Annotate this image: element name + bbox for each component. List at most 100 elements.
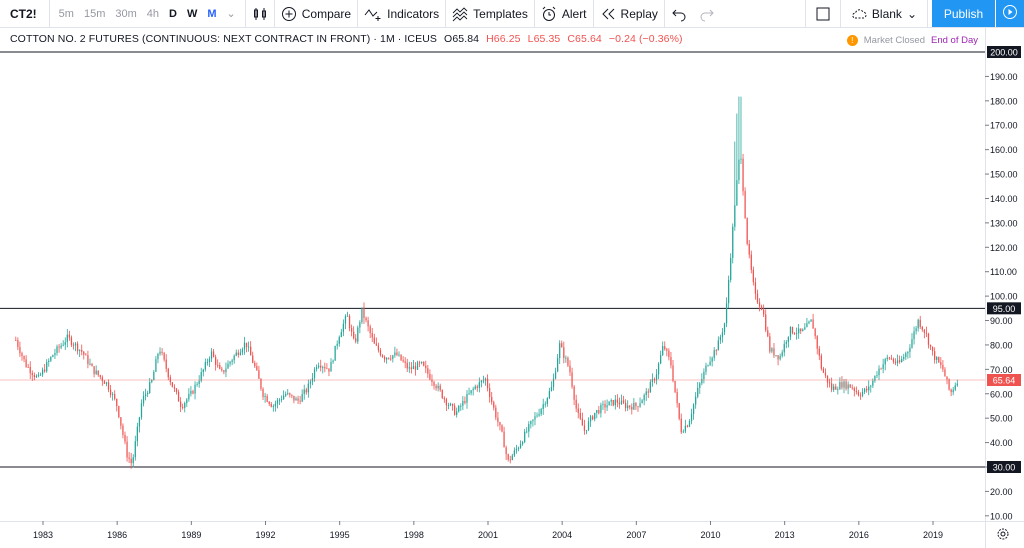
candle-body (392, 355, 394, 359)
redo-button[interactable] (693, 0, 721, 27)
candle-body (231, 360, 233, 362)
y-tick-label: 40.00 (990, 438, 1013, 448)
market-closed-label: Market Closed (863, 35, 925, 46)
candle-body (596, 410, 598, 413)
candle-body (627, 405, 629, 409)
interval-m[interactable]: M (207, 7, 217, 20)
candle-body (19, 347, 21, 354)
candle-body (571, 372, 573, 387)
chevron-down-icon[interactable]: ⌄ (226, 8, 236, 20)
candle-body (410, 367, 412, 370)
publish-button[interactable]: Publish (932, 0, 995, 27)
candle-body (785, 342, 787, 344)
candle-body (29, 366, 31, 374)
candle-body (754, 282, 757, 294)
candle-body (383, 356, 386, 360)
candle-body (828, 382, 831, 384)
layout-select[interactable]: Blank ⌄ (841, 0, 927, 27)
candle-body (190, 391, 192, 394)
y-tick-label: 130.00 (990, 218, 1018, 228)
candle-body (567, 357, 569, 366)
candle-body (651, 378, 654, 383)
candle-body (132, 457, 134, 464)
candle-body (74, 343, 77, 346)
candle-body (589, 416, 592, 422)
candle-body (221, 368, 223, 371)
candle-body (544, 403, 546, 405)
price-chart[interactable]: 10.00 20.00 30.00 40.00 50.00 60.00 70.00 80.00… (0, 28, 1024, 548)
candle-body (561, 343, 563, 348)
candle-body (17, 340, 19, 348)
candle-body (746, 218, 748, 244)
candle-body (390, 358, 392, 360)
candle-body (175, 388, 178, 393)
candle-body (886, 357, 888, 360)
candle-body (559, 343, 561, 359)
legend-low: L65.35 (527, 33, 561, 45)
candle-body (703, 371, 705, 380)
compare-button[interactable]: Compare (275, 0, 357, 27)
candle-body (781, 352, 783, 356)
interval-group: 5m 15m 30m 4h D W M ⌄ (50, 0, 245, 27)
candle-body (328, 368, 330, 372)
horizontal-line-price-tag (987, 45, 1021, 58)
candle-body (835, 386, 837, 390)
templates-button[interactable]: Templates (446, 0, 534, 27)
candle-body (136, 426, 138, 442)
candle-body (93, 366, 95, 375)
cloud-icon (851, 6, 867, 22)
candle-body (268, 401, 270, 405)
undo-button[interactable] (665, 0, 693, 27)
candle-body (701, 379, 703, 384)
candle-body (250, 346, 252, 356)
top-toolbar: CT2! 5m 15m 30m 4h D W M ⌄ Compare Indic… (0, 0, 1024, 28)
replay-button[interactable]: Replay (594, 0, 664, 27)
interval-5m[interactable]: 5m (58, 7, 74, 20)
interval-30m[interactable]: 30m (115, 7, 137, 20)
candle-body (134, 441, 136, 458)
candle-body (872, 380, 874, 386)
publish-play-button[interactable] (996, 0, 1024, 27)
templates-icon (452, 6, 468, 22)
candle-body (606, 405, 608, 408)
interval-d[interactable]: D (169, 7, 177, 20)
fullscreen-layout-button[interactable] (806, 0, 840, 27)
horizontal-line-price-label: 30.00 (993, 463, 1016, 473)
x-tick-label: 2019 (923, 530, 943, 540)
candle-body (217, 364, 219, 366)
candle-body (585, 429, 588, 431)
horizontal-line-price-tag (987, 461, 1021, 473)
warning-icon[interactable]: ! (846, 35, 858, 46)
candle-body (676, 392, 678, 404)
candle-body (111, 394, 114, 395)
axis-settings-gear-icon[interactable] (997, 528, 1009, 540)
candle-body (398, 354, 400, 356)
candle-body (581, 418, 583, 426)
candle-body (802, 329, 804, 332)
candle-body (695, 396, 697, 405)
symbol-search-button[interactable]: CT2! (10, 6, 37, 21)
candle-body (27, 366, 29, 368)
x-tick-label: 1992 (255, 530, 275, 540)
x-tick-label: 2010 (700, 530, 720, 540)
indicators-button[interactable]: Indicators (358, 0, 445, 27)
interval-15m[interactable]: 15m (83, 7, 106, 20)
candle-body (699, 383, 701, 388)
interval-w[interactable]: W (186, 7, 198, 20)
chart-type-button[interactable] (246, 0, 274, 27)
candle-body (293, 395, 295, 401)
candle-body (538, 414, 540, 416)
candle-body (70, 337, 73, 345)
candle-body (917, 319, 919, 329)
candle-body (412, 366, 415, 370)
candle-body (942, 364, 944, 370)
candle-body (107, 382, 110, 390)
candle-body (810, 319, 812, 322)
candle-body (482, 380, 485, 382)
interval-4h[interactable]: 4h (146, 7, 160, 20)
candle-body (35, 375, 38, 377)
candle-body (818, 348, 820, 356)
alert-button[interactable]: Alert (535, 0, 593, 27)
candle-body (618, 402, 621, 405)
y-tick-label: 170.00 (990, 121, 1018, 131)
